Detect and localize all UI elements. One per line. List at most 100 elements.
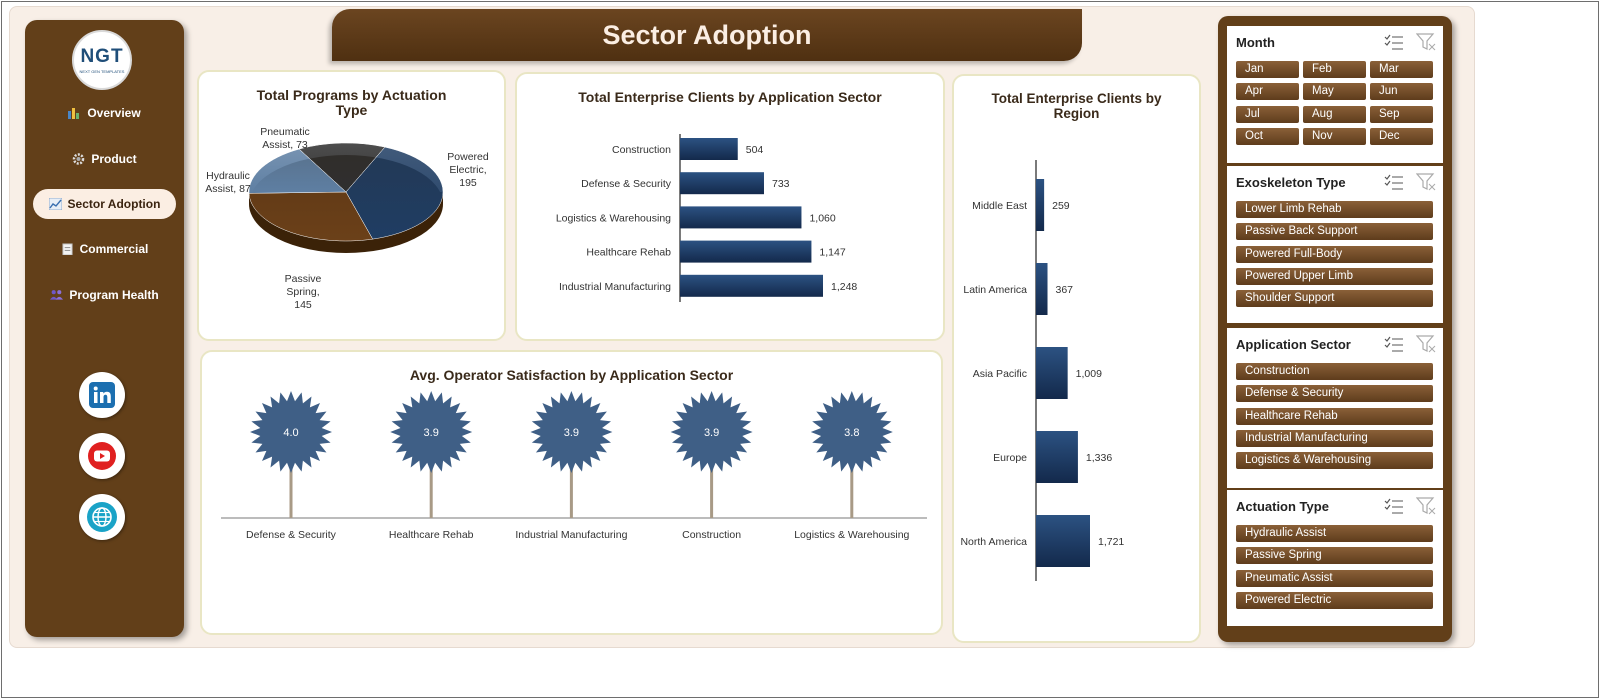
clear-filter-icon[interactable] <box>1416 497 1436 515</box>
satisfaction-marker-defense-and-security: 4.0 Defense & Security <box>246 391 337 541</box>
category-label-healthcare-rehab: Healthcare Rehab <box>586 247 671 259</box>
category-label-industrial-manufacturing: Industrial Manufacturing <box>559 281 671 293</box>
bar-chart-icon <box>68 108 80 119</box>
satisfaction-value-label: 3.9 <box>704 427 719 439</box>
sector-chart-card: Total Enterprise Clients by Application … <box>515 72 945 341</box>
satisfaction-starburst <box>670 391 753 473</box>
pie-chart-title-line2: Type <box>335 102 368 118</box>
bar-defense-and-security <box>680 172 764 195</box>
bar-healthcare-rehab <box>680 240 812 263</box>
slicer-option-pneumatic-assist[interactable]: Pneumatic Assist <box>1236 569 1433 587</box>
bar-middle-east <box>1036 179 1045 231</box>
satisfaction-starburst <box>390 391 473 473</box>
pie-label-powered-name: Powered <box>447 151 489 163</box>
logo-mark: NGT <box>80 46 124 67</box>
value-label-healthcare-rehab: 1,147 <box>819 247 845 259</box>
pie-chart-title-line1: Total Programs by Actuation <box>256 87 447 103</box>
slicer-option-hydraulic-assist[interactable]: Hydraulic Assist <box>1236 525 1433 542</box>
category-label-middle-east: Middle East <box>972 200 1027 212</box>
clear-filter-icon[interactable] <box>1416 173 1436 191</box>
satisfaction-chart-card: Avg. Operator Satisfaction by Applicatio… <box>200 350 943 635</box>
value-label-asia-pacific: 1,009 <box>1076 368 1102 380</box>
satisfaction-chart: 4.0 Defense & Security 3.9 Healthcare Rehab… <box>221 391 927 541</box>
line-chart-icon <box>48 198 62 210</box>
slicer-option-sep[interactable]: Sep <box>1370 105 1433 123</box>
slicer-option-shoulder-support[interactable]: Shoulder Support <box>1236 290 1433 308</box>
nav-program-health[interactable]: Program Health <box>33 280 176 310</box>
bar-construction <box>680 138 738 160</box>
youtube-button[interactable] <box>79 433 125 479</box>
slicer-option-jul[interactable]: Jul <box>1236 105 1299 123</box>
pie-label-passive-value: 145 <box>294 299 312 311</box>
slicer-option-mar[interactable]: Mar <box>1370 61 1433 78</box>
bar-asia-pacific <box>1036 347 1068 399</box>
slicer-option-oct[interactable]: Oct <box>1236 127 1299 145</box>
slicer-option-apr[interactable]: Apr <box>1236 83 1299 101</box>
slicer-option-logistics-and-warehousing[interactable]: Logistics & Warehousing <box>1236 452 1433 470</box>
satisfaction-starburst <box>810 391 893 473</box>
satisfaction-category-label: Logistics & Warehousing <box>794 529 909 541</box>
clear-filter-icon[interactable] <box>1416 33 1436 51</box>
slicer-exoskeleton-title: Exoskeleton Type <box>1236 175 1346 190</box>
nav-sector-adoption[interactable]: Sector Adoption <box>33 189 176 219</box>
nav-overview-label: Overview <box>87 106 141 120</box>
category-label-north-america: North America <box>960 536 1027 548</box>
pie-label-hydraulic-value: Assist, 87 <box>205 183 251 195</box>
slicer-option-industrial-manufacturing[interactable]: Industrial Manufacturing <box>1236 429 1433 447</box>
slicer-actuation-type: Actuation Type Hydraulic Assist Passive S… <box>1227 490 1443 626</box>
slicer-option-jan[interactable]: Jan <box>1236 61 1299 78</box>
slicer-option-construction[interactable]: Construction <box>1236 363 1433 380</box>
satisfaction-marker-construction: 3.9 Construction <box>670 391 753 541</box>
bar-europe <box>1036 431 1078 483</box>
satisfaction-marker-industrial-manufacturing: 3.9 Industrial Manufacturing <box>515 391 628 541</box>
satisfaction-starburst <box>250 391 332 473</box>
slicer-exoskeleton-type: Exoskeleton Type Lower Limb Rehab Passive… <box>1227 166 1443 323</box>
page-title: Sector Adoption <box>602 19 812 50</box>
pie-chart: Pneumatic Assist, 73 Powered Electric, 1… <box>205 126 489 311</box>
satisfaction-value-label: 3.9 <box>424 427 439 439</box>
linkedin-button[interactable] <box>79 372 125 418</box>
website-button[interactable] <box>79 494 125 540</box>
nav-product[interactable]: Product <box>33 144 176 174</box>
nav-commercial[interactable]: Commercial <box>33 234 176 264</box>
pie-slice-powered-electric <box>345 146 444 240</box>
pie-slice-pneumatic-assist <box>298 142 386 193</box>
bar-logistics-and-warehousing <box>680 206 802 229</box>
slicer-option-dec[interactable]: Dec <box>1370 127 1433 145</box>
category-label-asia-pacific: Asia Pacific <box>973 368 1027 380</box>
slicer-option-feb[interactable]: Feb <box>1303 61 1366 78</box>
slicer-option-passive-back-support[interactable]: Passive Back Support <box>1236 223 1433 241</box>
slicer-application-sector: Application Sector Construction Defense &… <box>1227 328 1443 488</box>
slicer-option-nov[interactable]: Nov <box>1303 127 1366 145</box>
slicer-option-powered-upper-limb[interactable]: Powered Upper Limb <box>1236 267 1433 285</box>
nav-product-label: Product <box>91 152 137 166</box>
slicer-option-powered-electric[interactable]: Powered Electric <box>1236 591 1433 609</box>
multi-select-icon[interactable] <box>1384 33 1404 51</box>
slicer-option-jun[interactable]: Jun <box>1370 83 1433 101</box>
satisfaction-value-label: 4.0 <box>283 427 298 439</box>
value-label-middle-east: 259 <box>1052 200 1070 212</box>
slicer-option-may[interactable]: May <box>1303 83 1366 101</box>
bar-latin-america <box>1036 263 1048 315</box>
multi-select-icon[interactable] <box>1384 173 1404 191</box>
nav-overview[interactable]: Overview <box>33 98 176 128</box>
slicer-option-healthcare-rehab[interactable]: Healthcare Rehab <box>1236 407 1433 425</box>
slicer-option-defense-and-security[interactable]: Defense & Security <box>1236 385 1433 403</box>
multi-select-icon[interactable] <box>1384 335 1404 353</box>
value-label-industrial-manufacturing: 1,248 <box>831 281 857 293</box>
clear-filter-icon[interactable] <box>1416 335 1436 353</box>
nav-sector-adoption-label: Sector Adoption <box>67 197 161 211</box>
multi-select-icon[interactable] <box>1384 497 1404 515</box>
slicer-option-lower-limb-rehab[interactable]: Lower Limb Rehab <box>1236 201 1433 218</box>
pie-slice-passive-spring <box>248 191 374 242</box>
satisfaction-starburst <box>530 391 613 473</box>
slicer-option-passive-spring[interactable]: Passive Spring <box>1236 547 1433 565</box>
logo-subtitle: NEXT GEN TEMPLATES <box>79 69 125 74</box>
pie-label-pneumatic-value: Assist, 73 <box>262 139 308 151</box>
slicer-option-aug[interactable]: Aug <box>1303 105 1366 123</box>
slicer-option-powered-full-body[interactable]: Powered Full-Body <box>1236 245 1433 263</box>
gear-icon <box>73 153 85 165</box>
category-label-logistics-and-warehousing: Logistics & Warehousing <box>556 212 671 224</box>
category-label-defense-and-security: Defense & Security <box>581 178 672 190</box>
